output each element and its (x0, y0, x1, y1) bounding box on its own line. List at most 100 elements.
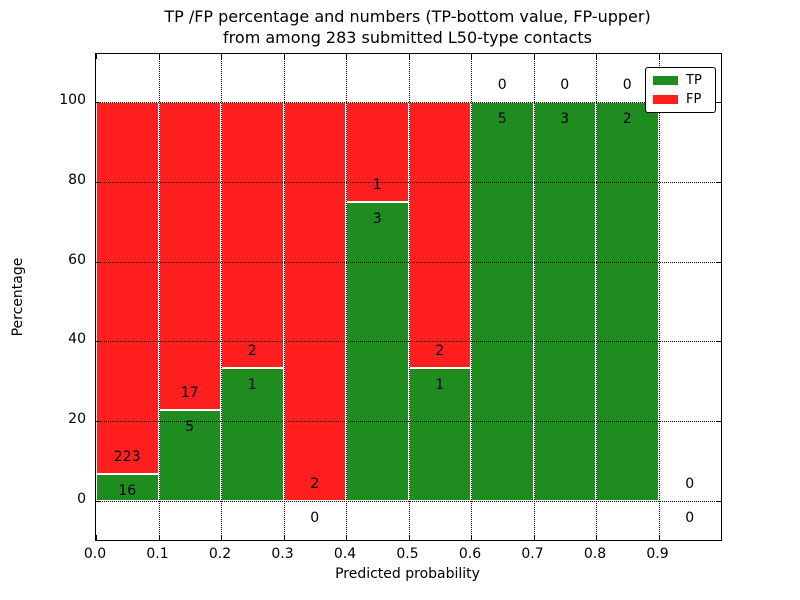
gridline-horizontal (96, 341, 721, 343)
x-tick-label: 0.0 (83, 546, 107, 562)
bar-segment-fp (283, 102, 346, 501)
x-tick-label: 0.8 (583, 546, 607, 562)
x-tick-mark (721, 535, 722, 540)
chart-title: TP /FP percentage and numbers (TP-bottom… (95, 6, 720, 48)
bar-label-fp-count: 223 (113, 449, 141, 466)
x-tick-mark-top (221, 54, 222, 59)
x-tick-mark-top (96, 54, 97, 59)
x-tick-mark (658, 535, 660, 540)
x-tick-label: 0.5 (396, 546, 419, 562)
x-axis-label: Predicted probability (335, 566, 480, 582)
gridline-vertical (408, 54, 410, 540)
bar-segment-fp (158, 102, 221, 411)
legend-label-tp: TP (686, 73, 702, 89)
x-tick-label: 0.9 (646, 546, 669, 562)
gridline-vertical (283, 54, 285, 540)
tp-color-swatch (653, 76, 678, 86)
bar-segment-tp (596, 102, 659, 501)
bar-segment-tp (471, 102, 534, 501)
chart-title-line1: TP /FP percentage and numbers (TP-bottom… (164, 7, 651, 26)
x-tick-mark-top (596, 54, 597, 59)
x-tick-label: 0.6 (458, 546, 482, 562)
gridline-vertical (533, 54, 535, 540)
y-tick-mark-right (716, 501, 721, 502)
x-tick-mark (408, 535, 410, 540)
y-tick-mark (96, 181, 101, 183)
y-tick-label: 60 (68, 251, 86, 268)
legend-label-fp: FP (686, 91, 702, 107)
bar-label-tp-count: 1 (435, 377, 445, 394)
bar-segment-tp (533, 102, 596, 501)
y-tick-mark (96, 341, 101, 343)
bar-label-fp-count: 0 (622, 76, 632, 93)
x-tick-mark (346, 535, 347, 540)
gridline-vertical (658, 54, 660, 540)
y-axis-label: Percentage (10, 257, 26, 337)
x-tick-mark (471, 535, 472, 540)
y-tick-mark (96, 501, 101, 502)
legend-item-tp: TP (653, 73, 708, 88)
gridline-vertical (158, 54, 160, 540)
bar-label-fp-count: 0 (560, 76, 570, 93)
bar-label-fp-count: 2 (247, 342, 257, 359)
bar-label-fp-count: 1 (372, 176, 382, 193)
bar-label-fp-count: 0 (685, 475, 695, 492)
y-tick-label: 20 (68, 411, 86, 428)
y-tick-mark (96, 102, 101, 103)
bar-label-tp-count: 5 (185, 419, 195, 436)
bar-label-tp-count: 2 (622, 111, 632, 128)
x-tick-mark (596, 535, 597, 540)
y-tick-label: 80 (68, 171, 86, 188)
fp-color-swatch (653, 94, 678, 104)
x-tick-mark (158, 535, 160, 540)
x-tick-mark (96, 535, 97, 540)
x-tick-mark (283, 535, 285, 540)
gridline-horizontal (96, 501, 721, 502)
gridline-horizontal (96, 102, 721, 103)
bar-label-fp-count: 2 (310, 475, 320, 492)
bar-label-tp-count: 0 (310, 510, 320, 527)
x-tick-mark-top (533, 54, 535, 59)
bar-segment-fp (96, 102, 159, 475)
bar-label-tp-count: 16 (118, 483, 137, 500)
bar-segment-fp (346, 102, 409, 202)
bar-label-fp-count: 17 (180, 385, 199, 402)
gridline-vertical (471, 54, 472, 540)
gridline-vertical (596, 54, 597, 540)
x-tick-mark (221, 535, 222, 540)
bar-label-tp-count: 3 (372, 210, 382, 227)
bar-label-fp-count: 0 (497, 76, 507, 93)
x-tick-mark-top (658, 54, 660, 59)
y-tick-label: 0 (77, 491, 86, 507)
gridline-horizontal (96, 181, 721, 183)
x-tick-label: 0.2 (208, 546, 232, 562)
bar-segment-tp (158, 410, 221, 501)
y-tick-mark-right (716, 421, 721, 423)
y-tick-mark-right (716, 102, 721, 103)
y-tick-mark-right (716, 341, 721, 343)
y-tick-mark (96, 421, 101, 423)
x-tick-mark (533, 535, 535, 540)
y-tick-label: 40 (68, 331, 86, 348)
bar-label-tp-count: 3 (560, 111, 570, 128)
bar-label-tp-count: 0 (685, 510, 695, 527)
y-tick-mark-right (716, 181, 721, 183)
x-tick-label: 0.1 (146, 546, 169, 562)
legend-item-fp: FP (653, 92, 708, 107)
bar-label-tp-count: 5 (497, 111, 507, 128)
gridline-vertical (346, 54, 347, 540)
plot-area: 223 16 17 5 2 1 2 0 1 3 2 1 0 5 0 3 0 2 0 0 (95, 53, 722, 541)
gridline-horizontal (96, 261, 721, 263)
bar-label-tp-count: 1 (247, 377, 257, 394)
legend: TP FP (645, 67, 716, 113)
x-tick-mark-top (346, 54, 347, 59)
chart-title-line2: from among 283 submitted L50-type contac… (223, 28, 592, 47)
bar-label-fp-count: 2 (435, 342, 445, 359)
x-tick-mark-top (283, 54, 285, 59)
x-tick-mark-top (158, 54, 160, 59)
x-tick-mark-top (471, 54, 472, 59)
bar-segment-fp (408, 102, 471, 368)
x-tick-label: 0.4 (333, 546, 357, 562)
gridline-vertical (221, 54, 222, 540)
